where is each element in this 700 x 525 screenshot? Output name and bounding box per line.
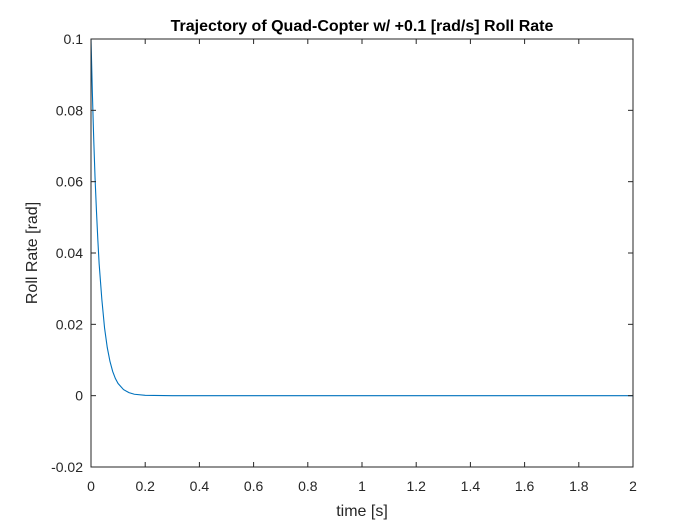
series-layer bbox=[90, 38, 633, 397]
x-tick-label: 1 bbox=[358, 478, 366, 494]
x-tick-label: 1.4 bbox=[461, 478, 481, 494]
y-tick-label: 0.04 bbox=[56, 245, 83, 261]
series-line-1 bbox=[90, 38, 633, 397]
y-tick-label: 0 bbox=[75, 388, 83, 404]
x-tick-label: 1.8 bbox=[569, 478, 589, 494]
axes-box bbox=[90, 38, 634, 468]
x-tick-label: 0.2 bbox=[135, 478, 155, 494]
y-axis-label: Roll Rate [rad] bbox=[24, 202, 41, 304]
x-tick-label: 1.6 bbox=[515, 478, 535, 494]
plot-area bbox=[91, 39, 633, 467]
ticks-layer: 0 0.2 0.4 0.6 0.8 1 1.2 1.4 1.6 1.8 2-0.0200.020.0… bbox=[51, 31, 637, 494]
x-tick-label: 1.2 bbox=[406, 478, 426, 494]
y-tick-label: 0.06 bbox=[56, 174, 83, 190]
y-tick-label: -0.02 bbox=[51, 459, 83, 475]
chart-title: Trajectory of Quad-Copter w/ +0.1 [rad/s… bbox=[171, 18, 554, 35]
x-tick-label: 2 bbox=[629, 478, 637, 494]
x-tick-label: 0 bbox=[87, 478, 95, 494]
y-tick-label: 0.1 bbox=[64, 31, 84, 47]
x-tick-label: 0.8 bbox=[298, 478, 318, 494]
x-tick-label: 0.6 bbox=[244, 478, 264, 494]
axes-frame bbox=[90, 38, 634, 468]
axes-background bbox=[91, 39, 633, 467]
x-tick-label: 0.4 bbox=[190, 478, 210, 494]
y-tick-label: 0.02 bbox=[56, 316, 83, 332]
x-axis-label: time [s] bbox=[336, 503, 388, 520]
y-tick-label: 0.08 bbox=[56, 102, 83, 118]
